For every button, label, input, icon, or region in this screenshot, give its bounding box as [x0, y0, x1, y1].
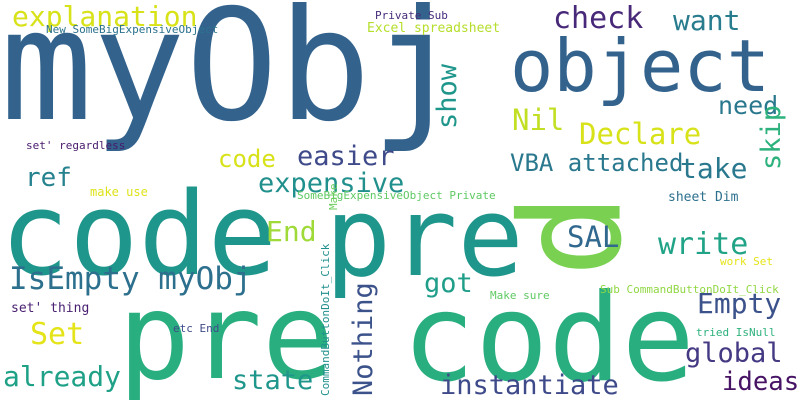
word: SomeBigExpensiveObject Private: [297, 189, 496, 202]
word: need: [718, 91, 779, 120]
word: code: [402, 267, 695, 400]
word: code: [0, 168, 277, 302]
word: make use: [90, 185, 148, 199]
word: state: [232, 365, 314, 396]
word: expensive: [258, 168, 405, 199]
word: etc End: [173, 322, 220, 335]
word: VBA attached: [510, 149, 684, 177]
word: want: [673, 4, 741, 37]
word: write: [658, 227, 749, 262]
word: ref: [25, 163, 72, 193]
word: sheet Dim: [668, 190, 739, 205]
word: Make sure: [490, 289, 550, 302]
word: easier: [297, 141, 395, 172]
word: instantiate: [440, 370, 619, 400]
word: set' thing: [11, 301, 90, 316]
word: already: [3, 360, 122, 393]
word: global: [685, 338, 783, 369]
word: CommandButtonDoIt_Click: [319, 243, 332, 396]
word: Make: [327, 183, 340, 211]
word: Nil: [512, 103, 565, 137]
word: object: [510, 24, 771, 108]
word: set' regardless: [26, 139, 126, 152]
word: work Set: [720, 255, 773, 268]
word: Private Sub: [375, 9, 448, 22]
word: pre: [118, 268, 335, 400]
word: SAL: [567, 220, 620, 254]
word: myObj: [0, 0, 464, 156]
word: Nothing: [348, 282, 379, 396]
word: take: [680, 152, 748, 185]
word: code: [218, 145, 276, 173]
word: New SomeBigExpensiveObject: [46, 23, 219, 36]
word: End: [266, 215, 317, 248]
word: IsEmpty myObj: [9, 261, 252, 297]
word: pre: [325, 173, 524, 301]
word: Empty: [697, 287, 782, 320]
word: Excel spreadsheet: [367, 21, 501, 36]
word: explanation: [12, 0, 198, 33]
word: Set: [30, 317, 85, 352]
word: ideas: [722, 367, 800, 397]
word: Sub CommandButtonDoIt_Click: [600, 283, 779, 296]
word: Declare: [579, 117, 702, 151]
word: tried IsNull: [696, 326, 776, 339]
word: skip: [756, 104, 787, 170]
word: show: [432, 63, 463, 129]
word: got: [424, 268, 473, 299]
word: check: [553, 1, 644, 36]
